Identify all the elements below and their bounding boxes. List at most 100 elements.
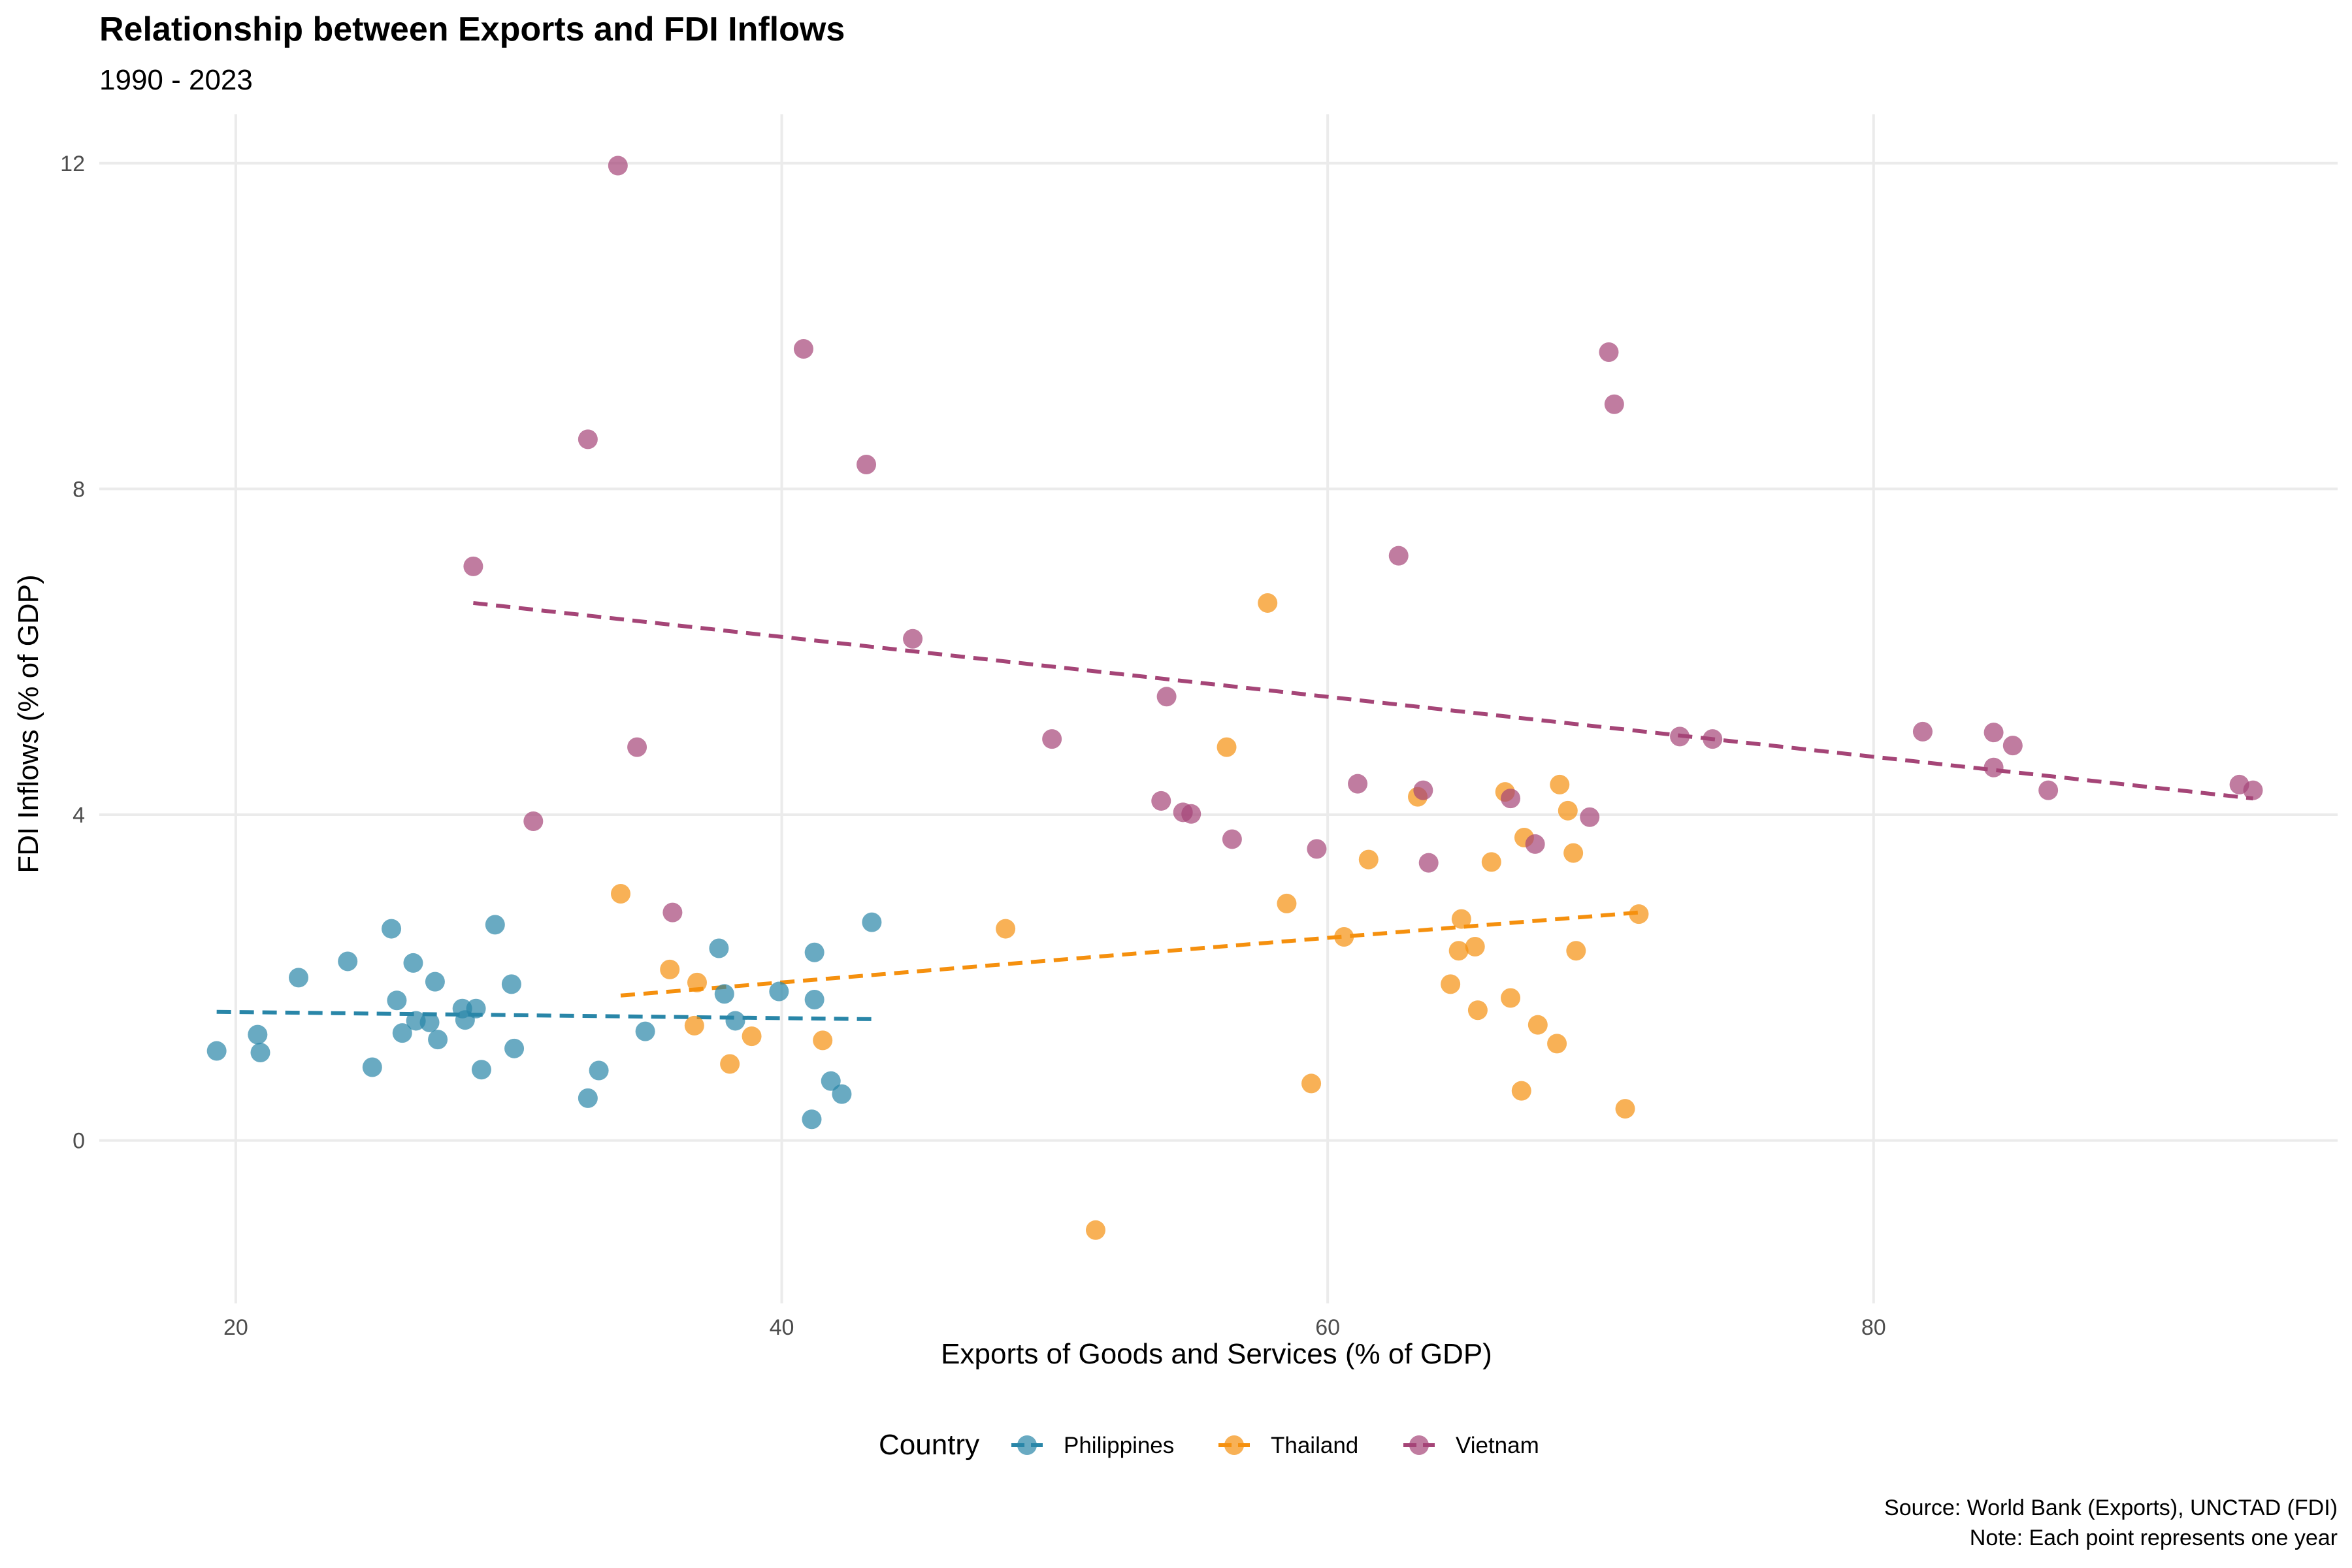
point-philippines: [392, 1023, 412, 1043]
point-vietnam: [1501, 789, 1521, 809]
point-philippines: [466, 998, 486, 1019]
point-vietnam: [793, 339, 813, 359]
legend-items: Philippines Thailand Vietnam: [1011, 1433, 1539, 1458]
point-vietnam: [1525, 834, 1545, 854]
legend-label-philippines: Philippines: [1064, 1433, 1174, 1458]
legend-key-point-philippines: [1017, 1435, 1037, 1455]
point-philippines: [714, 984, 734, 1004]
trend-lines: [216, 600, 2253, 1021]
point-philippines: [288, 968, 308, 988]
point-thailand: [720, 1054, 740, 1074]
point-vietnam: [857, 455, 877, 475]
point-thailand: [1085, 1220, 1105, 1240]
point-thailand: [1481, 852, 1501, 872]
point-thailand: [1467, 1000, 1488, 1021]
point-vietnam: [1599, 342, 1619, 362]
x-axis-title: Exports of Goods and Services (% of GDP): [941, 1338, 1492, 1370]
point-thailand: [1441, 974, 1461, 994]
point-philippines: [382, 919, 402, 939]
point-philippines: [589, 1060, 609, 1081]
point-vietnam: [1348, 774, 1368, 794]
point-thailand: [687, 972, 707, 992]
point-thailand: [1301, 1073, 1322, 1094]
legend-title: Country: [879, 1429, 979, 1461]
y-tick-label: 0: [73, 1129, 85, 1154]
point-philippines: [471, 1060, 491, 1080]
trend-line-vietnam: [473, 600, 2253, 801]
point-vietnam: [1222, 829, 1242, 849]
point-thailand: [1566, 941, 1586, 961]
point-philippines: [804, 990, 825, 1010]
point-philippines: [425, 972, 445, 992]
point-vietnam: [662, 902, 683, 923]
x-tick-label: 20: [223, 1315, 248, 1340]
trend-line-philippines: [216, 1009, 872, 1021]
y-tick-label: 12: [60, 152, 85, 176]
point-vietnam: [903, 629, 923, 649]
legend-key-point-thailand: [1224, 1435, 1244, 1455]
point-vietnam: [578, 429, 598, 449]
point-philippines: [832, 1084, 852, 1104]
point-thailand: [1547, 1034, 1567, 1054]
point-vietnam: [2002, 736, 2023, 756]
point-vietnam: [2038, 780, 2059, 800]
caption-source: Source: World Bank (Exports), UNCTAD (FD…: [1884, 1495, 2338, 1520]
point-vietnam: [608, 155, 628, 176]
legend-key-point-vietnam: [1409, 1435, 1429, 1455]
point-vietnam: [1413, 780, 1433, 800]
y-axis-title: FDI Inflows (% of GDP): [12, 574, 44, 873]
caption-note: Note: Each point represents one year: [1970, 1526, 2338, 1550]
x-gridlines: [234, 114, 1875, 1303]
point-thailand: [1558, 800, 1578, 821]
y-tick-label: 8: [73, 477, 85, 502]
point-thailand: [1358, 849, 1379, 870]
point-thailand: [1527, 1015, 1548, 1035]
point-philippines: [635, 1021, 655, 1041]
data-points: [206, 155, 2263, 1240]
point-vietnam: [1984, 757, 2004, 777]
point-thailand: [996, 919, 1016, 939]
point-thailand: [684, 1015, 704, 1036]
point-philippines: [804, 942, 825, 962]
caption: Source: World Bank (Exports), UNCTAD (FD…: [1884, 1495, 2338, 1550]
point-vietnam: [1604, 394, 1624, 414]
point-thailand: [1465, 937, 1485, 956]
point-philippines: [250, 1043, 270, 1063]
point-thailand: [1511, 1081, 1531, 1101]
point-thailand: [1277, 893, 1297, 913]
point-vietnam: [1703, 729, 1723, 749]
point-philippines: [338, 951, 358, 972]
point-vietnam: [1156, 687, 1177, 707]
point-philippines: [578, 1088, 598, 1108]
trend-line-thailand: [620, 910, 1639, 998]
point-thailand: [1501, 988, 1521, 1008]
plot-area: 20 40 60 80 0 4 8 12: [60, 114, 2338, 1340]
point-vietnam: [1912, 721, 1933, 742]
point-thailand: [742, 1026, 762, 1047]
point-thailand: [660, 959, 680, 979]
point-vietnam: [523, 811, 544, 832]
point-thailand: [611, 883, 631, 904]
point-philippines: [802, 1109, 822, 1130]
point-vietnam: [627, 737, 647, 757]
point-philippines: [821, 1071, 841, 1091]
point-philippines: [206, 1041, 227, 1061]
point-vietnam: [1984, 723, 2004, 743]
point-philippines: [362, 1057, 382, 1077]
point-thailand: [1550, 774, 1570, 794]
point-thailand: [1629, 904, 1649, 924]
y-gridlines: [99, 161, 2338, 1142]
point-vietnam: [1307, 839, 1327, 859]
point-philippines: [862, 912, 882, 932]
point-vietnam: [1388, 546, 1409, 566]
point-philippines: [501, 974, 521, 994]
point-thailand: [1615, 1099, 1635, 1119]
point-vietnam: [1418, 853, 1439, 873]
point-vietnam: [1670, 727, 1690, 747]
chart-subtitle: 1990 - 2023: [99, 64, 253, 96]
point-philippines: [504, 1038, 525, 1058]
x-tick-label: 40: [770, 1315, 794, 1340]
point-thailand: [1451, 909, 1471, 929]
legend: Country Philippines Thailand Vietnam: [879, 1429, 1539, 1461]
